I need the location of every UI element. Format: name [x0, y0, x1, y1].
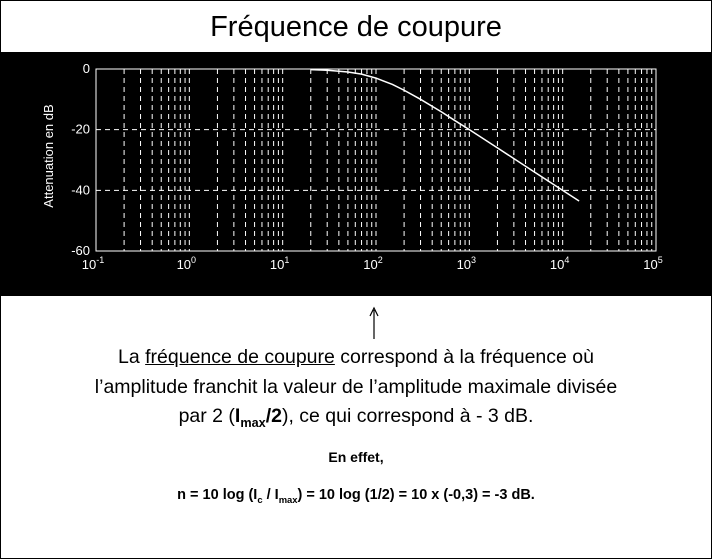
- explanation: La fréquence de coupure correspond à la …: [1, 343, 711, 438]
- x-tick-base: 10: [550, 257, 564, 272]
- plot-frame: [95, 68, 657, 252]
- x-tick-label: 105: [643, 255, 662, 272]
- x-tick-exponent: 4: [564, 255, 569, 265]
- text: c: [257, 493, 263, 505]
- text: En effet,: [328, 449, 384, 465]
- y-tick-label: -60: [71, 243, 90, 258]
- x-tick-exponent: 1: [284, 255, 289, 265]
- text: n = 10 log (I: [177, 487, 258, 503]
- formula: n = 10 log (Ic / Imax) = 10 log (1/2) = …: [1, 487, 711, 505]
- x-tick-label: 100: [177, 255, 196, 272]
- x-tick-label: 10-1: [82, 255, 104, 272]
- x-tick-exponent: -1: [96, 255, 104, 265]
- x-tick-base: 10: [270, 257, 284, 272]
- text: max: [278, 493, 298, 505]
- text: / I: [262, 487, 279, 503]
- x-tick-label: 102: [363, 255, 382, 272]
- x-tick-base: 10: [363, 257, 377, 272]
- x-tick-exponent: 5: [658, 255, 663, 265]
- x-tick-exponent: 0: [191, 255, 196, 265]
- y-tick-label: -20: [71, 122, 90, 137]
- x-tick-exponent: 2: [378, 255, 383, 265]
- text: La: [118, 346, 146, 368]
- arrow: [369, 306, 379, 339]
- y-axis-label: Attenuation en dB: [41, 104, 56, 207]
- text: par 2 (: [178, 405, 235, 427]
- x-tick-base: 10: [643, 257, 657, 272]
- x-tick-label: 103: [457, 255, 476, 272]
- text: ), ce qui correspond à - 3 dB.: [281, 405, 534, 427]
- text: I: [234, 405, 241, 427]
- x-tick-base: 10: [457, 257, 471, 272]
- text: fréquence de coupure: [145, 346, 335, 368]
- x-tick-base: 10: [82, 257, 96, 272]
- chart: Attenuation en dB 10-1 100 101 102 103 104 105…: [1, 53, 711, 296]
- slide-title: Fréquence de coupure: [1, 1, 711, 53]
- y-tick-label: 0: [83, 61, 90, 76]
- text: l’amplitude franchit la valeur de l’ampl…: [94, 375, 618, 398]
- data-line: [310, 68, 580, 202]
- x-tick-label: 104: [550, 255, 569, 272]
- x-tick-base: 10: [177, 257, 191, 272]
- text: ) = 10 log (1/2) = 10 x (-0,3) = -3 dB.: [297, 487, 535, 503]
- x-tick-label: 101: [270, 255, 289, 272]
- chart-background: [1, 53, 711, 296]
- text: max: [240, 415, 266, 430]
- y-tick-label: -40: [71, 182, 90, 197]
- text: /2: [265, 405, 282, 427]
- text: correspond à la fréquence où: [334, 346, 594, 368]
- x-tick-exponent: 3: [471, 255, 476, 265]
